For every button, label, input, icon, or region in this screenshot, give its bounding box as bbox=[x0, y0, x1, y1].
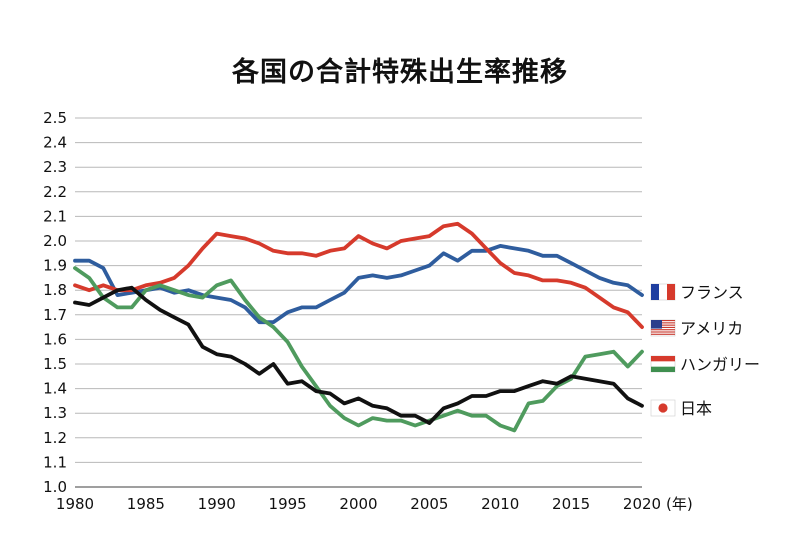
legend-label: ハンガリー bbox=[680, 355, 760, 374]
legend-label: 日本 bbox=[680, 399, 712, 418]
y-tick-label: 1.2 bbox=[43, 429, 67, 447]
y-tick-label: 1.1 bbox=[43, 453, 67, 471]
legend-label: アメリカ bbox=[680, 319, 743, 338]
x-tick-label: 1980 bbox=[56, 495, 94, 513]
y-tick-label: 2.5 bbox=[43, 109, 67, 127]
y-tick-label: 1.9 bbox=[43, 257, 67, 275]
y-tick-label: 1.6 bbox=[43, 330, 67, 348]
series-line-2 bbox=[73, 221, 644, 330]
hungary-flag-icon bbox=[650, 355, 676, 373]
grid bbox=[75, 117, 642, 488]
japan-flag-icon bbox=[650, 399, 676, 417]
x-tick-label: 1995 bbox=[269, 495, 307, 513]
y-tick-label: 1.8 bbox=[43, 281, 67, 299]
y-tick-label: 2.4 bbox=[43, 134, 67, 152]
x-axis-ticks: 1980 1985 1990 1995 2000 2005 2010 2015 2020 bbox=[56, 495, 661, 513]
x-tick-label: 2005 bbox=[410, 495, 448, 513]
series-lines bbox=[73, 221, 644, 433]
legend-label: フランス bbox=[680, 283, 744, 302]
x-tick-label: 1990 bbox=[198, 495, 236, 513]
x-tick-label: 1985 bbox=[127, 495, 165, 513]
y-tick-label: 1.7 bbox=[43, 306, 67, 324]
series-line-1 bbox=[73, 243, 644, 325]
france-flag-icon bbox=[650, 283, 676, 301]
y-tick-label: 1.3 bbox=[43, 404, 67, 422]
y-tick-label: 2.2 bbox=[43, 183, 67, 201]
x-axis-unit-label: (年) bbox=[666, 495, 693, 513]
y-tick-label: 1.4 bbox=[43, 380, 67, 398]
y-tick-label: 1.5 bbox=[43, 355, 67, 373]
x-tick-label: 2015 bbox=[552, 495, 590, 513]
x-tick-label: 2020 bbox=[623, 495, 661, 513]
y-axis-ticks: 1.0 1.1 1.2 1.3 1.4 1.5 1.6 1.7 1.8 1.9 2.0 2.1 2.2 2… bbox=[43, 109, 67, 496]
series-line-4 bbox=[73, 285, 644, 425]
y-tick-label: 2.3 bbox=[43, 158, 67, 176]
x-tick-label: 2000 bbox=[339, 495, 377, 513]
x-tick-label: 2010 bbox=[481, 495, 519, 513]
series-line-3 bbox=[73, 266, 644, 433]
y-tick-label: 2.0 bbox=[43, 232, 67, 250]
usa-flag-icon bbox=[650, 319, 676, 337]
chart-title: 各国の合計特殊出生率推移 bbox=[232, 57, 568, 88]
y-tick-label: 1.0 bbox=[43, 478, 67, 496]
y-tick-label: 2.1 bbox=[43, 207, 67, 225]
